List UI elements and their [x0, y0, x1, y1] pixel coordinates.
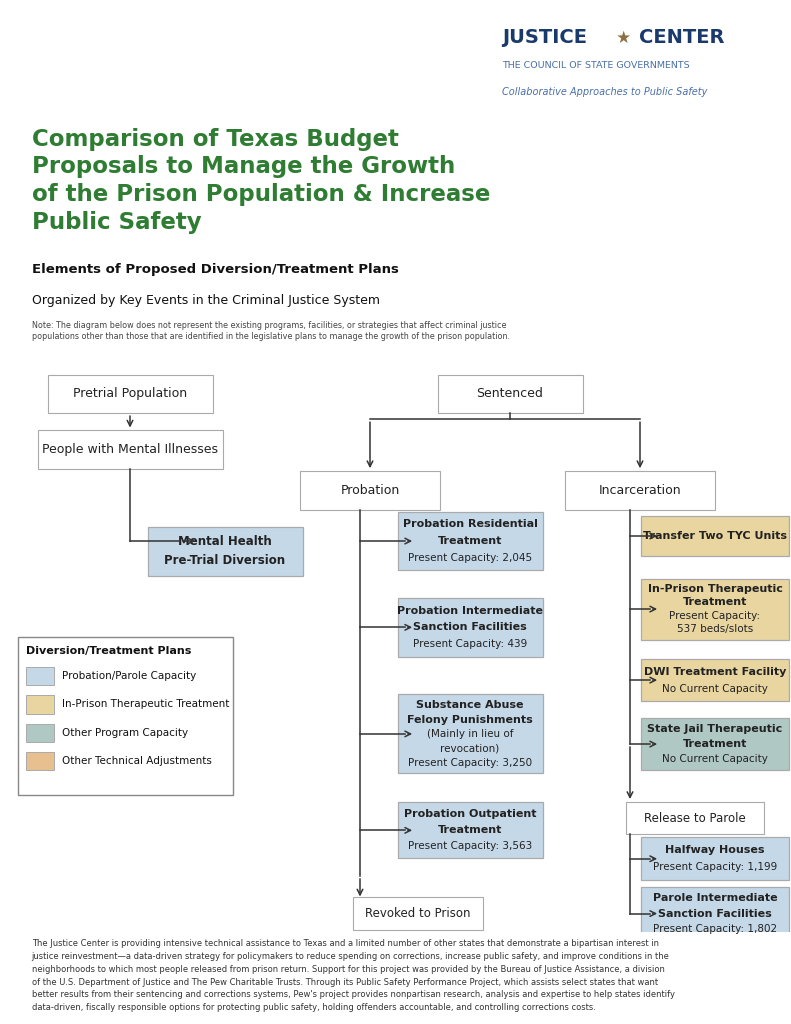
Text: No Current Capacity: No Current Capacity: [662, 684, 768, 693]
Text: Treatment: Treatment: [683, 597, 747, 607]
Text: Treatment: Treatment: [437, 536, 502, 546]
Text: Revoked to Prison: Revoked to Prison: [365, 907, 471, 921]
Text: Diversion/Treatment Plans: Diversion/Treatment Plans: [26, 645, 191, 655]
FancyBboxPatch shape: [26, 695, 54, 714]
FancyBboxPatch shape: [26, 667, 54, 685]
FancyBboxPatch shape: [18, 638, 233, 795]
Text: Present Capacity: 3,250: Present Capacity: 3,250: [408, 758, 532, 768]
Text: People with Mental Illnesses: People with Mental Illnesses: [42, 443, 218, 457]
FancyBboxPatch shape: [26, 724, 54, 742]
Text: Pre-Trial Diversion: Pre-Trial Diversion: [165, 554, 286, 567]
FancyBboxPatch shape: [398, 512, 543, 570]
Text: Present Capacity: 1,199: Present Capacity: 1,199: [653, 862, 777, 872]
Text: Sanction Facilities: Sanction Facilities: [658, 908, 772, 919]
Text: Present Capacity: 2,045: Present Capacity: 2,045: [408, 553, 532, 563]
FancyBboxPatch shape: [398, 694, 543, 773]
FancyBboxPatch shape: [641, 516, 789, 556]
Text: In-Prison Therapeutic: In-Prison Therapeutic: [648, 584, 782, 594]
Text: State Jail Therapeutic: State Jail Therapeutic: [647, 724, 782, 734]
Text: Sanction Facilities: Sanction Facilities: [413, 623, 527, 633]
Text: CENTER: CENTER: [639, 29, 725, 47]
FancyBboxPatch shape: [641, 718, 789, 770]
Text: Comparison of Texas Budget
Proposals to Manage the Growth
of the Prison Populati: Comparison of Texas Budget Proposals to …: [32, 128, 490, 233]
Text: Release to Parole: Release to Parole: [644, 812, 746, 824]
Text: In-Prison Therapeutic Treatment: In-Prison Therapeutic Treatment: [62, 699, 229, 710]
Text: revocation): revocation): [441, 743, 500, 754]
FancyBboxPatch shape: [47, 375, 213, 413]
Text: Other Technical Adjustments: Other Technical Adjustments: [62, 757, 212, 766]
Text: Elements of Proposed Diversion/Treatment Plans: Elements of Proposed Diversion/Treatment…: [32, 263, 399, 276]
FancyBboxPatch shape: [641, 658, 789, 701]
Text: Other Program Capacity: Other Program Capacity: [62, 728, 188, 738]
Text: JUSTICE: JUSTICE: [502, 29, 587, 47]
Text: Treatment: Treatment: [683, 739, 747, 750]
FancyBboxPatch shape: [626, 802, 764, 835]
Text: Probation Intermediate: Probation Intermediate: [397, 605, 543, 615]
Text: 537 beds/slots: 537 beds/slots: [677, 625, 753, 634]
Text: Note: The diagram below does not represent the existing programs, facilities, or: Note: The diagram below does not represe…: [32, 321, 509, 341]
Text: The Justice Center is providing intensive technical assistance to Texas and a li: The Justice Center is providing intensiv…: [32, 939, 675, 1013]
FancyBboxPatch shape: [641, 579, 789, 640]
Text: Mental Health: Mental Health: [178, 535, 272, 548]
FancyBboxPatch shape: [147, 526, 302, 575]
Text: Treatment: Treatment: [437, 825, 502, 836]
Text: Probation: Probation: [340, 483, 399, 497]
Text: Pretrial Population: Pretrial Population: [73, 387, 187, 400]
FancyBboxPatch shape: [300, 471, 440, 510]
Text: ★: ★: [611, 29, 637, 47]
Text: Present Capacity: 3,563: Present Capacity: 3,563: [408, 842, 532, 851]
Text: Parole Intermediate: Parole Intermediate: [653, 894, 778, 903]
Text: Halfway Houses: Halfway Houses: [665, 845, 765, 855]
FancyBboxPatch shape: [398, 803, 543, 858]
FancyBboxPatch shape: [37, 430, 222, 469]
FancyBboxPatch shape: [565, 471, 715, 510]
Text: Present Capacity: 1,802: Present Capacity: 1,802: [653, 924, 777, 934]
FancyBboxPatch shape: [353, 897, 483, 930]
Text: Collaborative Approaches to Public Safety: Collaborative Approaches to Public Safet…: [502, 87, 708, 97]
Text: Probation Outpatient: Probation Outpatient: [403, 809, 536, 819]
Text: Probation Residential: Probation Residential: [403, 519, 537, 529]
Text: Felony Punishments: Felony Punishments: [407, 715, 533, 725]
Text: Substance Abuse: Substance Abuse: [416, 700, 524, 710]
FancyBboxPatch shape: [398, 598, 543, 656]
FancyBboxPatch shape: [26, 753, 54, 770]
FancyBboxPatch shape: [641, 887, 789, 940]
Text: No Current Capacity: No Current Capacity: [662, 754, 768, 764]
Text: Organized by Key Events in the Criminal Justice System: Organized by Key Events in the Criminal …: [32, 294, 380, 307]
FancyBboxPatch shape: [641, 838, 789, 880]
Text: (Mainly in lieu of: (Mainly in lieu of: [427, 729, 513, 739]
Text: Probation/Parole Capacity: Probation/Parole Capacity: [62, 671, 196, 681]
Text: THE COUNCIL OF STATE GOVERNMENTS: THE COUNCIL OF STATE GOVERNMENTS: [502, 61, 690, 71]
Text: Present Capacity:: Present Capacity:: [669, 611, 761, 621]
Text: Sentenced: Sentenced: [476, 387, 543, 400]
Text: Present Capacity: 439: Present Capacity: 439: [413, 639, 527, 649]
Text: Transfer Two TYC Units: Transfer Two TYC Units: [643, 531, 787, 541]
Text: DWI Treatment Facility: DWI Treatment Facility: [644, 667, 786, 677]
FancyBboxPatch shape: [437, 375, 582, 413]
Text: Incarceration: Incarceration: [599, 483, 681, 497]
